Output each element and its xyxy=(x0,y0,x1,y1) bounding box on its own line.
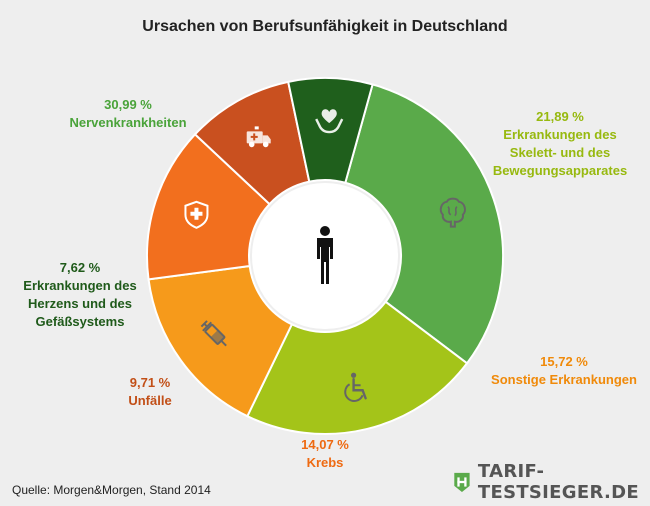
slice-name-label: Nervenkrankheiten xyxy=(69,115,187,130)
source-note: Quelle: Morgen&Morgen, Stand 2014 xyxy=(12,483,211,497)
slice-label-6: 7,62 % Erkrankungen des Herzens und des G… xyxy=(10,259,150,331)
slice-value-label: 21,89 % xyxy=(536,109,584,124)
syringe-icon xyxy=(200,320,227,347)
brand-logo: TARIF-TESTSIEGER.DE xyxy=(452,461,650,503)
pie-slice-2 xyxy=(246,300,469,435)
pie-slice-6 xyxy=(287,77,374,184)
slice-label-5: 9,71 % Unfälle xyxy=(90,374,210,410)
slice-name-label: Unfälle xyxy=(128,393,172,408)
brain-icon xyxy=(439,197,466,228)
wheelchair-icon xyxy=(344,372,367,402)
slice-value-label: 9,71 % xyxy=(129,375,171,390)
slice-value-label: 15,72 % xyxy=(540,354,588,369)
slice-label-4: 14,07 % Krebs xyxy=(265,436,385,472)
medical-shield-icon xyxy=(184,200,209,229)
pie-slice-1 xyxy=(344,83,504,365)
person-icon xyxy=(317,226,333,284)
slice-name-label: Sonstige Erkrankungen xyxy=(491,372,637,387)
brand-name: TARIF-TESTSIEGER.DE xyxy=(477,461,639,503)
chart-title: Ursachen von Berufsunfähigkeit in Deutsc… xyxy=(142,18,508,35)
ambulance-icon xyxy=(246,126,271,148)
slice-value-label: 14,07 % xyxy=(301,437,349,452)
logo-mark-icon xyxy=(454,472,470,492)
slice-name-label: Erkrankungen des Herzens und des Gefäßsy… xyxy=(23,278,137,329)
slice-label-2: 21,89 % Erkrankungen des Skelett- und des… xyxy=(470,108,650,180)
slice-name-label: Erkrankungen des Skelett- und des Bewegu… xyxy=(492,127,628,178)
slice-label-1: 30,99 % Nervenkrankheiten xyxy=(48,96,208,132)
heart-hands-icon xyxy=(315,109,344,134)
slice-value-label: 7,62 % xyxy=(59,260,101,275)
slice-value-label: 30,99 % xyxy=(104,97,152,112)
slice-label-3: 15,72 % Sonstige Erkrankungen xyxy=(480,353,648,389)
slice-name-label: Krebs xyxy=(306,455,344,470)
